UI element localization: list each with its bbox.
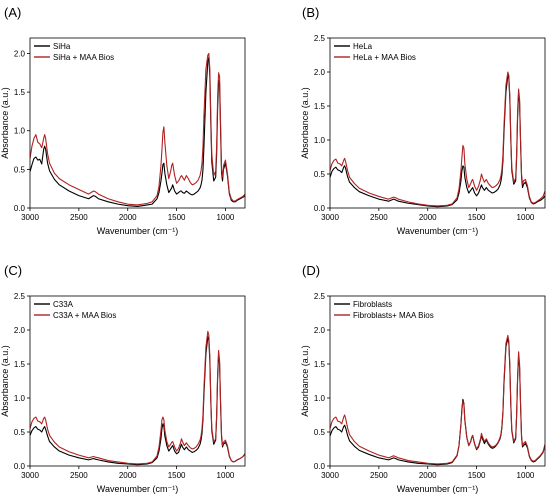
- legend-label: SiHa: [53, 42, 71, 51]
- y-tick-label: 2.0: [314, 68, 326, 77]
- y-tick-label: 0.0: [14, 462, 26, 471]
- x-tick-label: 2500: [70, 471, 88, 480]
- plot-frame: [29, 295, 246, 467]
- x-tick-label: 2500: [370, 471, 388, 480]
- x-tick-label: 1000: [517, 471, 535, 480]
- y-tick-label: 0.0: [314, 204, 326, 213]
- y-tick-label: 1.0: [14, 394, 26, 403]
- x-tick-label: 2000: [119, 471, 137, 480]
- y-tick-label: 1.0: [314, 136, 326, 145]
- x-tick-label: 1500: [168, 213, 186, 222]
- x-tick-label: 3000: [21, 471, 39, 480]
- x-tick-label: 1500: [168, 471, 186, 480]
- panel-label: (B): [302, 5, 319, 20]
- x-axis-title: Wavenumber (cm⁻¹): [397, 484, 478, 494]
- y-axis-title: Absorbance (a.u.): [300, 87, 310, 159]
- y-tick-label: 2.0: [314, 326, 326, 335]
- legend-label: HeLa + MAA Bios: [353, 53, 416, 62]
- y-tick-label: 2.0: [14, 326, 26, 335]
- x-tick-label: 2500: [70, 213, 88, 222]
- x-tick-label: 1500: [468, 213, 486, 222]
- x-tick-label: 3000: [21, 213, 39, 222]
- x-tick-label: 1000: [217, 471, 235, 480]
- y-axis-title: Absorbance (a.u.): [300, 345, 310, 417]
- legend-label: HeLa: [353, 42, 373, 51]
- x-tick-label: 2000: [119, 213, 137, 222]
- y-tick-label: 2.5: [314, 34, 326, 43]
- x-tick-label: 1000: [517, 213, 535, 222]
- series-line-control: [330, 337, 545, 466]
- x-tick-label: 2000: [419, 213, 437, 222]
- plot-frame: [29, 37, 246, 209]
- y-tick-label: 0.5: [14, 165, 26, 174]
- y-axis-title: Absorbance (a.u.): [0, 345, 10, 417]
- series-line-treated: [30, 330, 245, 465]
- y-tick-label: 1.0: [314, 394, 326, 403]
- y-axis-title: Absorbance (a.u.): [0, 87, 10, 159]
- y-tick-label: 1.5: [314, 360, 326, 369]
- x-tick-label: 2500: [370, 213, 388, 222]
- x-tick-label: 3000: [321, 213, 339, 222]
- y-tick-label: 1.5: [14, 360, 26, 369]
- y-tick-label: 2.5: [314, 292, 326, 301]
- panel-label: (D): [302, 263, 320, 278]
- legend-label: SiHa + MAA Bios: [53, 53, 114, 62]
- panel-0: (A) 3000 2500 2000 1500 1000 0.0 0.5 1.0 1.5 2.0 Wa…: [0, 5, 246, 236]
- plot-frame: [329, 295, 546, 467]
- panel-2: (C) 3000 2500 2000 1500 1000 0.0 0.5 1.0 1.5 2.0 2.…: [0, 263, 246, 494]
- legend-label: Fibroblasts+ MAA Bios: [353, 311, 434, 320]
- x-tick-label: 3000: [321, 471, 339, 480]
- series-line-treated: [330, 71, 545, 207]
- plot-frame: [329, 37, 546, 209]
- y-tick-label: 1.5: [314, 102, 326, 111]
- x-axis-title: Wavenumber (cm⁻¹): [97, 226, 178, 236]
- panel-label: (C): [4, 263, 22, 278]
- y-tick-label: 2.5: [14, 292, 26, 301]
- series-line-control: [30, 336, 245, 466]
- y-tick-label: 0.5: [314, 170, 326, 179]
- y-tick-label: 0.0: [314, 462, 326, 471]
- legend-label: Fibroblasts: [353, 300, 392, 309]
- series-line-treated: [330, 334, 545, 465]
- panel-3: (D) 3000 2500 2000 1500 1000 0.0 0.5 1.0 1.5 2.0 2.…: [300, 263, 546, 494]
- y-tick-label: 1.5: [14, 88, 26, 97]
- series-line-control: [30, 56, 245, 207]
- panel-1: (B) 3000 2500 2000 1500 1000 0.0 0.5 1.0 1.5 2.0 2.…: [300, 5, 546, 236]
- x-axis-title: Wavenumber (cm⁻¹): [397, 226, 478, 236]
- legend-label: C33A + MAA Bios: [53, 311, 116, 320]
- y-tick-label: 0.5: [314, 428, 326, 437]
- y-tick-label: 1.0: [14, 127, 26, 136]
- y-tick-label: 0.0: [14, 204, 26, 213]
- y-tick-label: 2.0: [14, 49, 26, 58]
- panel-label: (A): [4, 5, 21, 20]
- legend-label: C33A: [53, 300, 74, 309]
- series-line-control: [330, 74, 545, 208]
- x-tick-label: 2000: [419, 471, 437, 480]
- x-tick-label: 1500: [468, 471, 486, 480]
- series-line-treated: [30, 52, 245, 206]
- y-tick-label: 0.5: [14, 428, 26, 437]
- x-axis-title: Wavenumber (cm⁻¹): [97, 484, 178, 494]
- x-tick-label: 1000: [217, 213, 235, 222]
